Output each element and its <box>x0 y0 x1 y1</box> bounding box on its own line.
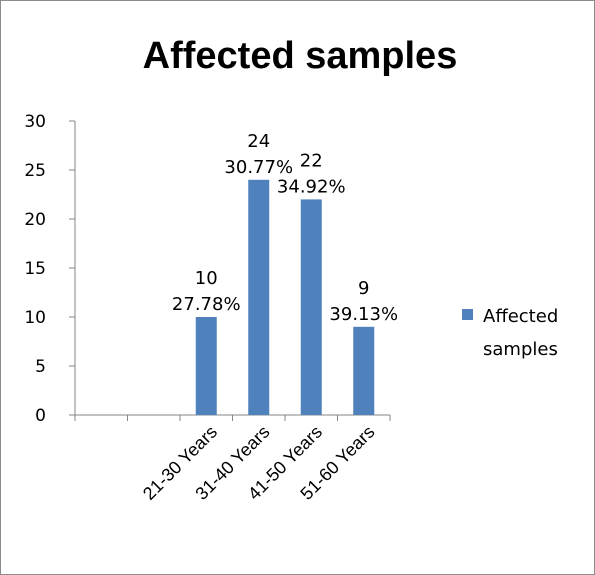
y-tick-label: 10 <box>24 308 46 328</box>
data-label-percent: 39.13% <box>329 304 398 325</box>
data-label-percent: 34.92% <box>277 176 346 197</box>
legend-swatch <box>462 309 473 320</box>
bar <box>353 327 374 415</box>
bar <box>196 317 217 415</box>
data-label-percent: 27.78% <box>172 294 241 315</box>
bar <box>301 199 322 415</box>
y-tick-label: 15 <box>24 259 46 279</box>
chart-title: Affected samples <box>143 35 458 77</box>
data-labels: 10 27.78% 24 30.77% 22 34.92% 9 39.13% <box>172 131 398 325</box>
y-tick-label: 5 <box>35 357 46 377</box>
legend: Affected samples <box>462 306 558 360</box>
data-label-value: 9 <box>358 278 369 299</box>
bar <box>248 180 269 415</box>
y-tick-label: 20 <box>24 210 46 230</box>
data-label-value: 22 <box>300 150 323 171</box>
y-tick-label: 30 <box>24 112 46 132</box>
data-label-percent: 30.77% <box>224 157 293 178</box>
y-axis-ticks: 0 5 10 15 20 25 30 <box>24 112 75 426</box>
legend-label-line1: Affected <box>483 306 558 327</box>
y-tick-label: 0 <box>35 406 46 426</box>
data-label-value: 24 <box>247 131 270 152</box>
y-tick-label: 25 <box>24 161 46 181</box>
legend-label-line2: samples <box>483 339 558 360</box>
data-label-value: 10 <box>195 268 218 289</box>
